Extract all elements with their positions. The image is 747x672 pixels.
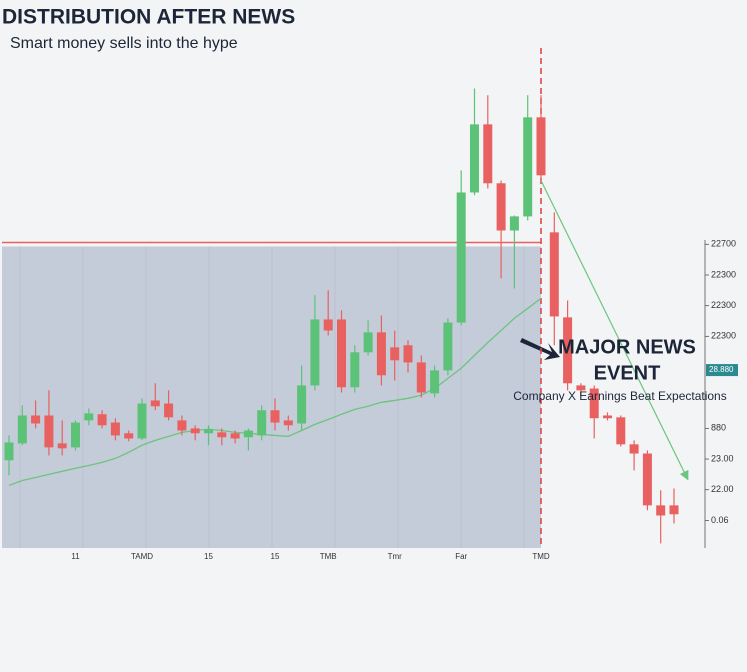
candle-body [443,322,453,371]
candle-body [257,410,267,436]
x-tick-label: Tmr [388,552,403,561]
candle-body [84,413,94,421]
y-tick-label: 22.00 [711,484,734,494]
candle-body [603,415,612,419]
candle-body [483,124,493,184]
candle-body [536,117,546,176]
annotation-title: EVENT [594,362,661,384]
y-tick-label: 22300 [711,300,736,310]
y-tick-label: 0.06 [711,515,729,525]
x-tick-label: 15 [204,552,213,561]
candle-body [4,442,14,461]
candle-body [470,124,479,193]
y-tick-label: 22300 [711,331,736,341]
pointer-arrow [520,338,560,360]
candle-body [390,347,400,361]
candle-body [430,370,440,394]
candle-body [616,417,626,445]
candle-body [150,400,160,407]
candle-body [110,422,120,436]
y-tick-label: 22700 [711,239,736,249]
candle-body [563,317,573,384]
candle-body [310,319,320,386]
candle-body [217,432,227,438]
candle-body [17,415,27,444]
candle-body [283,420,293,426]
candle-body [137,403,147,439]
candle-body [509,216,519,231]
candle-body [456,192,466,323]
candle-body [576,385,586,391]
candle-body [57,443,67,449]
x-tick-label: 11 [71,552,80,561]
candle-body [496,183,506,231]
candle-body [416,362,426,393]
last-price-label: 28.880 [709,365,734,374]
candle-body [629,444,639,454]
y-tick-label: 23.00 [711,453,734,463]
candle-body [270,410,280,423]
candle-body [669,505,679,515]
candle-body [549,232,559,317]
candle-body [656,505,666,516]
y-tick-label: 22300 [711,269,736,279]
candle-body [297,385,307,424]
y-tick-label: 880 [711,423,726,433]
candle-body [243,430,253,438]
candle-body [177,420,187,431]
candle-body [323,319,333,331]
x-tick-label: TMD [532,552,550,561]
chart-subtitle: Smart money sells into the hype [10,35,238,52]
candle-body [44,415,54,448]
chart-title: DISTRIBUTION AFTER NEWS [2,6,295,29]
candle-body [31,415,41,424]
candle-body [230,433,240,439]
candle-body [376,332,386,376]
x-tick-label: TMB [320,552,337,561]
x-tick-label: TAMD [131,552,153,561]
candle-body [97,414,107,426]
candle-body [589,388,599,419]
candle-body [642,453,652,506]
candle-body [523,117,533,217]
candle-body [71,422,80,448]
candle-body [124,433,134,439]
candle-body [403,345,413,363]
annotation-detail: Company X Earnings Beat Expectations [513,389,726,403]
annotation-title: MAJOR NEWS [558,336,696,358]
moving-average [8,297,542,487]
candle-body [337,319,346,388]
candle-body [350,352,360,388]
last-price-badge [706,364,738,377]
x-tick-label: Far [455,552,467,561]
trend-arrow [540,180,689,481]
candle-body [190,428,200,434]
candle-body [363,332,373,353]
candle-body [204,429,213,434]
candle-body [164,403,174,418]
range-zone [2,246,541,549]
x-tick-label: 15 [271,552,280,561]
